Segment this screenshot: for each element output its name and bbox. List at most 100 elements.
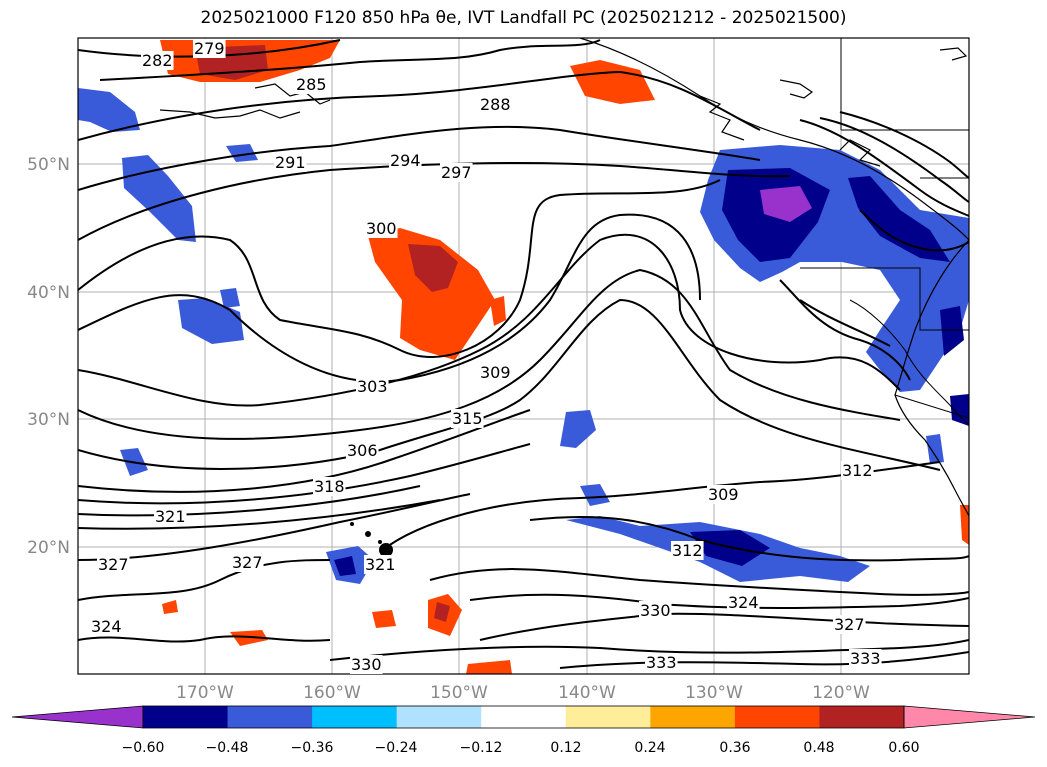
colorbar-segment (227, 706, 313, 728)
colorbar-segment (312, 706, 398, 728)
contour-label-halo (97, 555, 130, 574)
contour-label-halo (141, 51, 174, 70)
contour-label-halo (645, 653, 678, 672)
lon-tick-label: 150°W (430, 683, 488, 703)
contour-label-halo (274, 153, 307, 172)
colorbar-tick-label: 0.24 (634, 740, 665, 756)
contour-label-halo (356, 377, 389, 396)
contour-label-halo (707, 485, 740, 504)
contour-label-halo (364, 555, 397, 574)
colorbar-tick-label: −0.24 (375, 740, 418, 756)
theta-e-contours (78, 39, 969, 669)
colorbar-segment (481, 706, 567, 728)
lat-tick-label: 40°N (27, 283, 70, 303)
filled-region (408, 244, 458, 292)
contour-label-halo (350, 655, 383, 674)
contour-label: 288 (480, 95, 511, 114)
lat-tick-labels: 50°N 40°N 30°N 20°N (27, 155, 70, 558)
filled-region (226, 144, 258, 162)
filled-region (368, 228, 495, 360)
colorbar-segment (143, 706, 229, 728)
lat-tick-label: 50°N (27, 155, 70, 175)
contour-label-halo (440, 163, 473, 182)
hawaii-islands (350, 522, 393, 557)
filled-region (848, 176, 950, 262)
filled-region (372, 610, 396, 628)
lon-tick-label: 120°W (812, 683, 870, 703)
contour-label-halo (451, 409, 484, 428)
contour-label: 312 (672, 541, 703, 560)
contour-label: 279 (194, 39, 225, 58)
lon-tick-label: 130°W (685, 683, 743, 703)
contour-label: 333 (850, 649, 881, 668)
filled-region (490, 296, 506, 326)
contour-label-halo (479, 95, 512, 114)
filled-region (434, 602, 450, 622)
colorbar-tick-label: 0.60 (888, 740, 919, 756)
contour-label: 327 (98, 555, 129, 574)
lon-tick-labels: 170°W 160°W 150°W 140°W 130°W 120°W (176, 683, 870, 703)
colorbar (11, 705, 1036, 729)
lon-tick-label: 160°W (303, 683, 361, 703)
lat-tick-label: 20°N (27, 538, 70, 558)
colorbar-tick-label: 0.36 (719, 740, 750, 756)
contour-label-halo (90, 617, 123, 636)
contour-label: 300 (366, 219, 397, 238)
filled-region (950, 394, 969, 426)
contour-label: 294 (390, 151, 421, 170)
colorbar-tick-label: 0.12 (550, 740, 581, 756)
colorbar-tick-label: −0.12 (460, 740, 503, 756)
contour-label: 306 (347, 441, 378, 460)
contour-label: 330 (640, 601, 671, 620)
filled-region (560, 410, 596, 448)
contour-label-halo (479, 363, 512, 382)
contour-label: 327 (834, 615, 865, 634)
contour-label-halo (389, 151, 422, 170)
chart-title: 2025021000 F120 850 hPa θe, IVT Landfall… (200, 8, 847, 28)
contour-label-halo (295, 75, 328, 94)
contour-label: 297 (441, 163, 472, 182)
contour-label-halo (313, 477, 346, 496)
colorbar-tick-label: −0.48 (206, 740, 249, 756)
contour-label: 285 (296, 75, 327, 94)
colorbar-segment (734, 706, 820, 728)
filled-region (78, 88, 140, 132)
colorbar-segment (565, 706, 651, 728)
contour-label-halo (833, 615, 866, 634)
filled-region (334, 556, 356, 576)
contour-label: 333 (646, 653, 677, 672)
filled-region (570, 60, 655, 104)
filled-region (580, 484, 610, 506)
contour-label-halo (727, 593, 760, 612)
coastlines (159, 38, 969, 517)
contour-label: 315 (452, 409, 483, 428)
filled-region (466, 660, 512, 674)
contour-label: 324 (728, 593, 759, 612)
colorbar-extend-low (11, 705, 144, 729)
contour-label: 291 (275, 153, 306, 172)
contour-label: 309 (480, 363, 511, 382)
contour-label: 282 (142, 51, 173, 70)
contour-label: 330 (351, 655, 382, 674)
colorbar-frame (142, 705, 905, 729)
contour-label-halo (671, 541, 704, 560)
contour-label-halo (849, 649, 882, 668)
colorbar-extend-high (903, 705, 1036, 729)
contour-label-halo (193, 39, 226, 58)
colorbar-tick-label: 0.48 (803, 740, 834, 756)
filled-region (122, 155, 196, 242)
contour-label: 321 (155, 507, 186, 526)
filled-region (760, 186, 812, 222)
plot-frame (77, 37, 970, 675)
colorbar-tick-labels: −0.60 −0.48 −0.36 −0.24 −0.12 0.12 0.24 … (122, 740, 920, 756)
filled-region (960, 505, 969, 545)
borders (800, 38, 969, 426)
filled-region (162, 600, 178, 614)
filled-region (926, 434, 944, 464)
lon-tick-label: 140°W (558, 683, 616, 703)
filled-region (230, 630, 268, 646)
contour-label-halo (841, 461, 874, 480)
contour-label-halo (346, 441, 379, 460)
contour-label: 324 (91, 617, 122, 636)
